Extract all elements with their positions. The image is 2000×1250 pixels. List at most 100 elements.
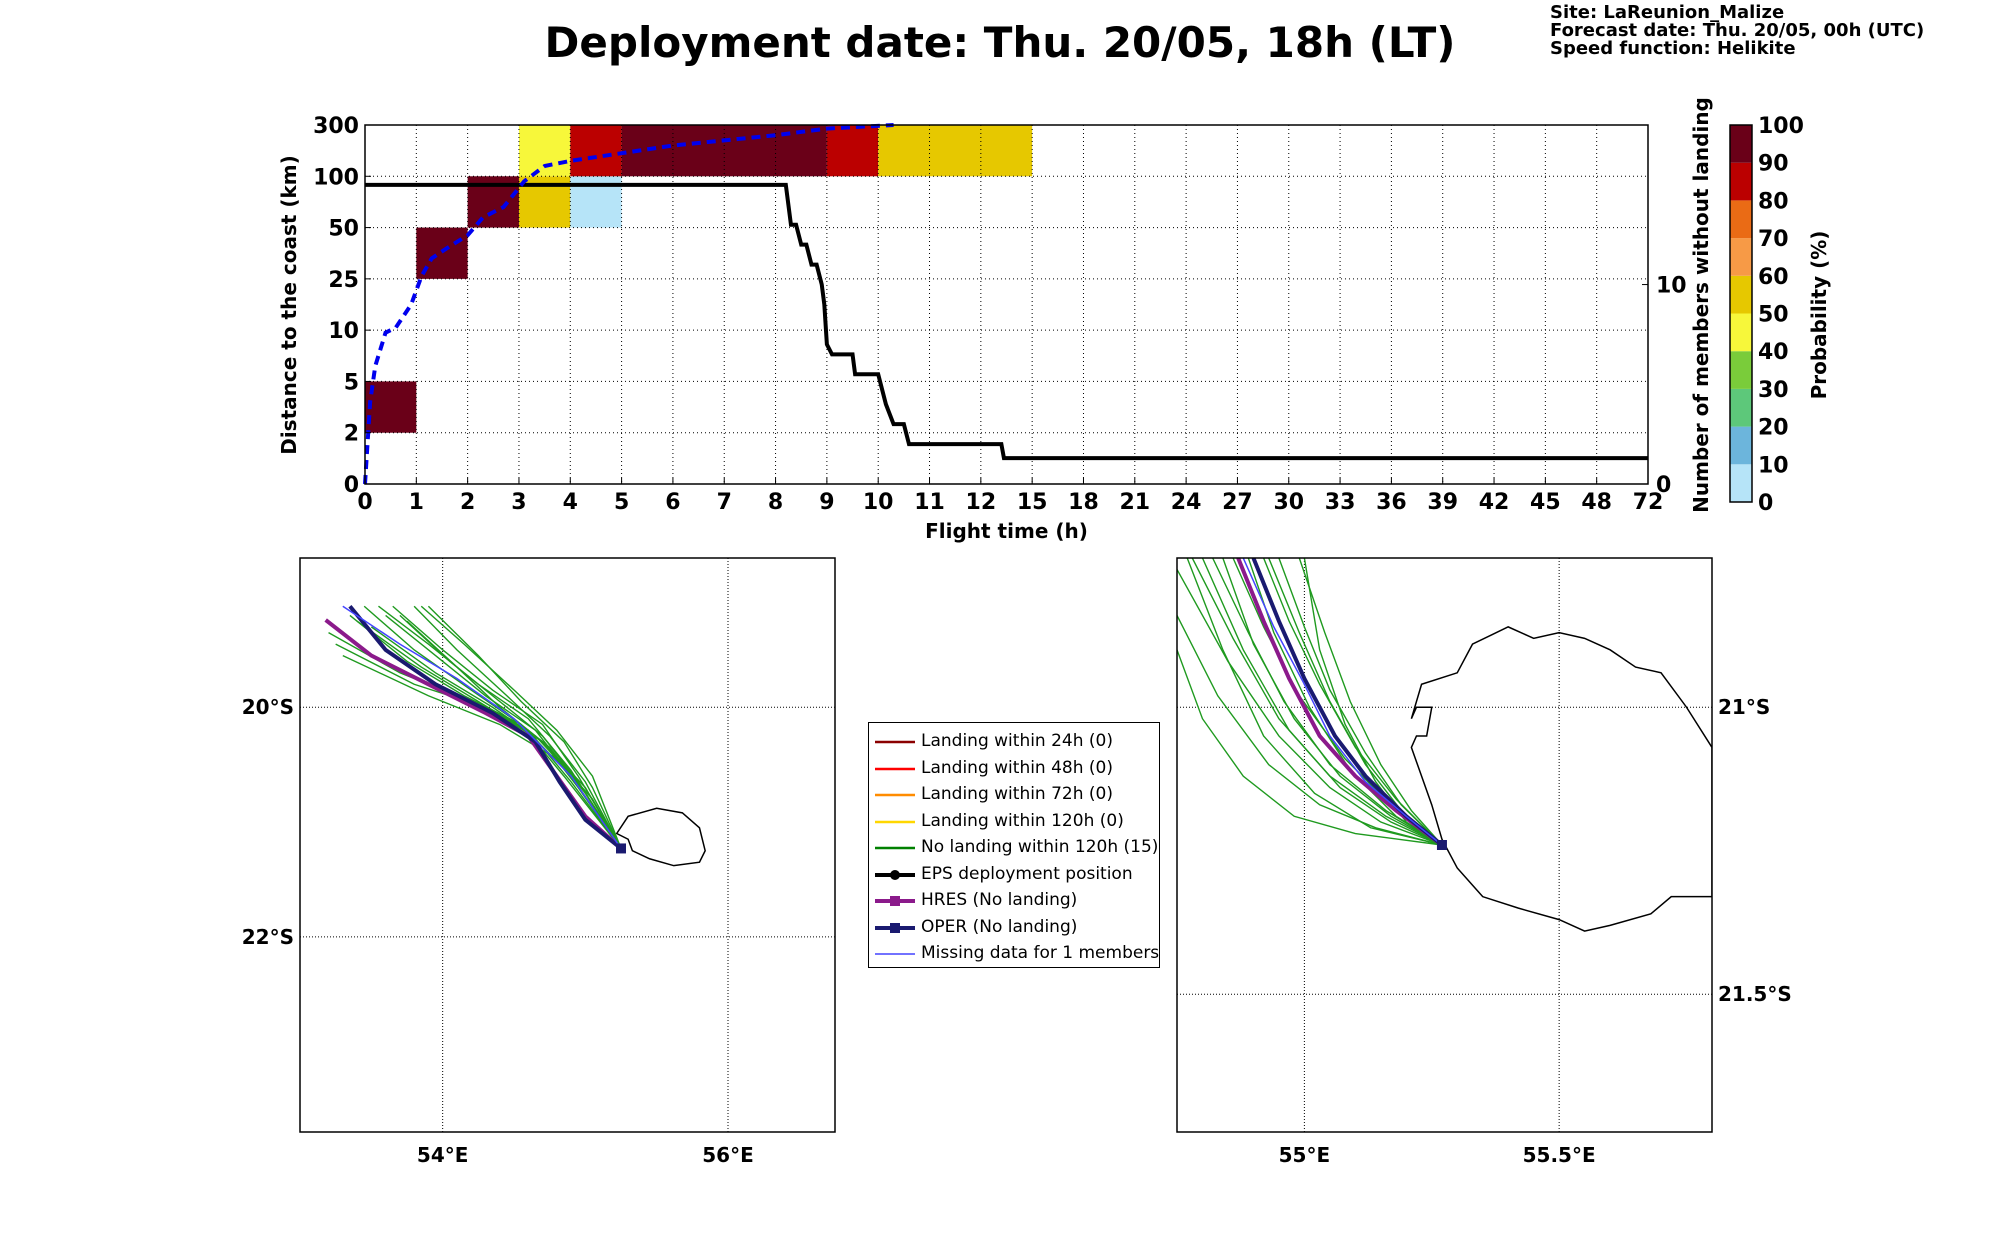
y-axis-label: Distance to the coast (km) [277,155,301,455]
x-tick-label: 6 [665,490,680,515]
x-tick-label: 21 [1119,490,1150,515]
colorbar-tick-label: 70 [1758,227,1789,252]
colorbar-label: Probability (%) [1807,231,1831,400]
map-left-lon-label: 54°E [417,1143,469,1167]
legend-swatch [875,767,915,770]
map-right-member-track-13 [1186,558,1443,846]
x-tick-label: 33 [1325,490,1356,515]
legend-item: HRES (No landing) [869,888,1159,914]
colorbar-tick-label: 0 [1758,491,1773,516]
colorbar-tick-label: 50 [1758,303,1789,328]
colorbar-tick-label: 80 [1758,189,1789,214]
legend-swatch-marker [890,896,900,906]
map-left-member-track-14 [406,620,622,849]
map-right-frame [1176,557,1713,1133]
map-right-member-track-10 [1201,558,1443,846]
map-right-lon-label: 55.5°E [1523,1143,1596,1167]
colorbar-swatch-0 [1730,464,1752,502]
map-left-coastline-0 [615,807,706,867]
map-right-member-track-2 [1177,649,1443,846]
y-tick-label: 100 [313,165,359,190]
legend-item: Landing within 24h (0) [869,729,1159,755]
colorbar-frame [1729,124,1753,503]
map-left-hres-track [324,618,623,850]
legend-label: Landing within 72h (0) [921,784,1114,804]
speed-function-label: Speed function: Helikite [1550,38,1796,59]
x-tick-label: 5 [614,490,629,515]
legend-swatch [875,820,915,823]
legend-label: Landing within 24h (0) [921,731,1114,751]
legend-label: No landing within 120h (15) [921,837,1159,857]
colorbar-swatch-1 [1730,426,1752,465]
map-left-missing-track [342,605,622,849]
x-tick-label: 11 [914,490,945,515]
map-left-deployment-marker [616,843,626,854]
x-tick-label: 7 [717,490,732,515]
map-left-oper-track [348,604,623,851]
map-left-member-track-7 [420,605,622,849]
x-tick-label: 15 [1017,490,1048,515]
x-tick-label: 42 [1479,490,1510,515]
legend-item: No landing within 120h (15) [869,835,1159,861]
y-tick-label: 25 [328,268,359,293]
colorbar-swatch-5 [1730,275,1752,314]
colorbar-tick-label: 20 [1758,416,1789,441]
heatmap-cell-8 [826,125,879,177]
map-legend: Landing within 24h (0) Landing within 48h… [868,722,1160,968]
top-chart-frame [364,124,1649,485]
legend-swatch [875,953,915,955]
x-tick-label: 10 [863,490,894,515]
colorbar-swatch-4 [1730,313,1752,352]
map-left-lon-label: 56°E [702,1143,754,1167]
map-right-lon-label: 55°E [1279,1143,1331,1167]
y-tick-label: 2 [344,422,359,447]
map-right-member-track-8 [1298,558,1443,846]
map-left-member-track-6 [413,605,622,849]
x-tick-label: 2 [460,490,475,515]
y-tick-label: 300 [313,114,359,139]
x-tick-label: 9 [819,490,834,515]
colorbar-tick-label: 30 [1758,378,1789,403]
legend-swatch [875,896,915,906]
map-right-member-track-7 [1278,558,1443,846]
heatmap-cell-6 [570,125,622,177]
x-tick-label: 8 [768,490,783,515]
x-tick-label: 18 [1068,490,1099,515]
site-label: Site: LaReunion_Malize [1550,2,1785,23]
map-right-member-track-1 [1177,615,1443,846]
colorbar-tick-label: 90 [1758,152,1789,177]
map-left-member-track-3 [363,605,622,849]
x-tick-label: 0 [357,490,372,515]
x-tick-label: 45 [1530,490,1561,515]
heatmap-cell-4 [518,125,571,177]
map-left-member-track-8 [427,605,622,849]
colorbar-swatch-6 [1730,238,1752,276]
map-right-member-track-12 [1247,558,1443,846]
map-right-deployment-marker [1436,840,1447,850]
legend-item: Landing within 48h (0) [869,756,1159,782]
map-left-member-track-0 [328,632,622,849]
map-right-member-track-11 [1222,558,1443,846]
map-left-member-track-5 [392,605,622,849]
legend-label: Landing within 48h (0) [921,757,1114,778]
y2-tick-label: 0 [1656,473,1671,498]
x-tick-label: 12 [966,490,997,515]
colorbar-swatch-2 [1730,388,1752,427]
y-tick-label: 5 [344,370,359,395]
x-tick-label: 24 [1171,490,1202,515]
legend-item: OPER (No landing) [869,915,1159,941]
forecast-date-label: Forecast date: Thu. 20/05, 00h (UTC) [1550,20,1925,41]
map-right-lat-label: 21°S [1718,695,1770,719]
colorbar-tick-label: 100 [1758,114,1804,139]
legend-swatch [875,869,915,880]
map-left-plot-area [300,558,835,1132]
colorbar-tick-label: 10 [1758,453,1789,478]
colorbar-tick-label: 40 [1758,340,1789,365]
legend-swatch-marker [890,922,900,933]
y2-tick-label: 10 [1656,274,1687,299]
legend-item: Missing data for 1 members [869,941,1159,967]
heatmap-cell-9 [878,125,1033,177]
map-left-lat-label: 20°S [242,695,294,719]
x-tick-label: 36 [1376,490,1407,515]
